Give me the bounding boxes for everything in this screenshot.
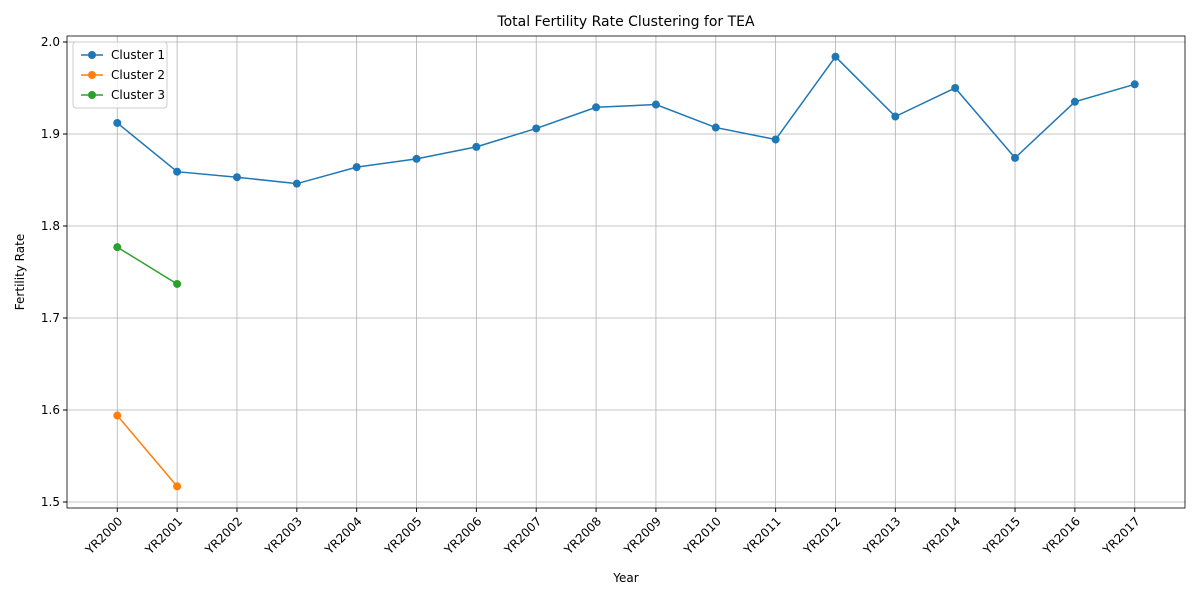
point (292, 179, 301, 188)
point (1070, 97, 1079, 106)
point (113, 243, 122, 252)
point (831, 52, 840, 61)
point (412, 154, 421, 163)
chart-title: Total Fertility Rate Clustering for TEA (496, 14, 755, 30)
x-axis-label: Year (612, 571, 638, 585)
point (173, 279, 182, 288)
y-tick-label: 1.5 (41, 495, 60, 509)
point (1130, 80, 1139, 89)
legend-box (72, 41, 168, 109)
y-tick-label: 1.9 (41, 127, 60, 141)
legend-label: Cluster 2 (111, 68, 165, 82)
point (1011, 153, 1020, 162)
y-tick-label: 2.0 (41, 35, 60, 49)
series-line (116, 246, 178, 285)
series-line (116, 55, 1135, 185)
point (173, 167, 182, 176)
y-tick-label: 1.7 (41, 311, 60, 325)
point (113, 118, 122, 127)
legend-label: Cluster 3 (111, 88, 165, 102)
legend-marker (88, 51, 96, 59)
point (951, 83, 960, 92)
point (352, 163, 361, 172)
y-axis-label: Fertility Rate (13, 234, 27, 310)
point (891, 112, 900, 121)
legend-marker (88, 71, 96, 79)
point (771, 135, 780, 144)
point (472, 142, 481, 151)
y-tick-label: 1.6 (41, 403, 60, 417)
legend-marker (88, 91, 96, 99)
point (592, 103, 601, 112)
point (711, 123, 720, 132)
y-tick-label: 1.8 (41, 219, 60, 233)
legend-label: Cluster 1 (111, 48, 165, 62)
plot-frame (66, 35, 1186, 509)
point (173, 482, 182, 491)
point (232, 173, 241, 182)
series-line (116, 415, 178, 487)
point (532, 124, 541, 133)
point (651, 100, 660, 109)
point (113, 411, 122, 420)
